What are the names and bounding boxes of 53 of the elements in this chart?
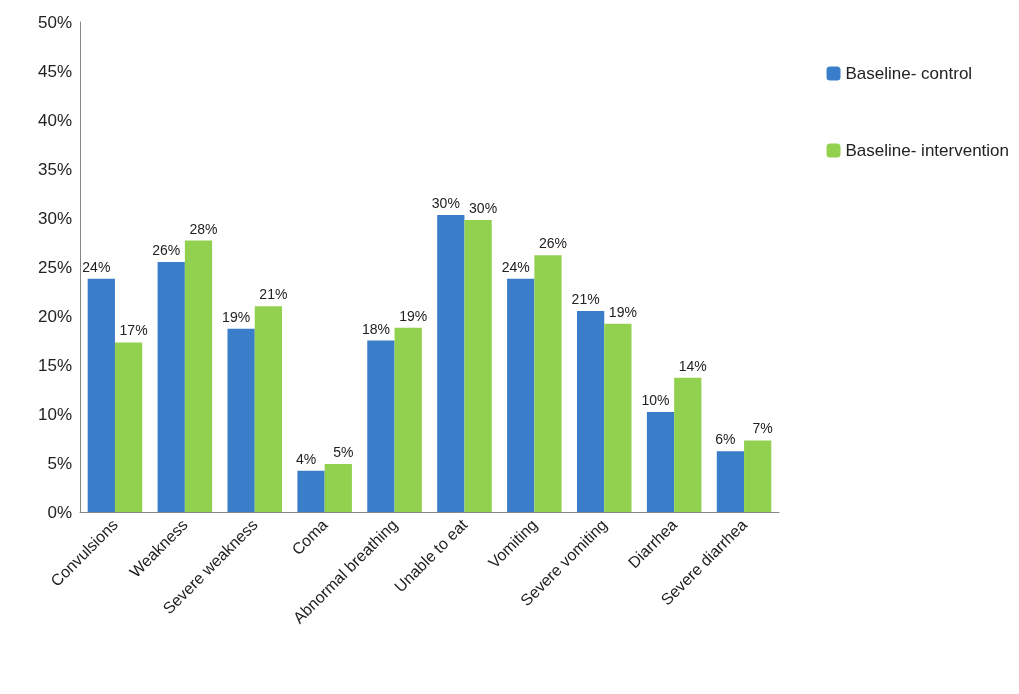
data-label: 21% bbox=[571, 291, 600, 308]
data-label: 7% bbox=[752, 420, 773, 437]
bar bbox=[254, 306, 283, 512]
data-label: 24% bbox=[501, 258, 530, 275]
bar bbox=[507, 278, 535, 512]
y-tick-label: 5% bbox=[47, 453, 72, 473]
bar bbox=[534, 255, 562, 512]
bar bbox=[576, 311, 605, 512]
bar bbox=[744, 440, 772, 512]
bar bbox=[87, 278, 115, 512]
data-label: 26% bbox=[538, 235, 567, 252]
data-label: 24% bbox=[82, 258, 111, 275]
data-label: 5% bbox=[333, 443, 354, 460]
bar bbox=[157, 262, 185, 512]
bar bbox=[604, 323, 632, 512]
bar bbox=[464, 219, 492, 512]
y-tick-label: 0% bbox=[47, 502, 72, 522]
y-tick-label: 15% bbox=[37, 355, 72, 375]
y-tick-label: 25% bbox=[37, 257, 72, 277]
data-label: 28% bbox=[189, 220, 218, 237]
legend-label: Baseline- intervention bbox=[845, 141, 1009, 160]
data-label: 19% bbox=[608, 303, 637, 320]
data-label: 14% bbox=[678, 357, 707, 374]
bar bbox=[367, 340, 395, 512]
data-label: 26% bbox=[152, 242, 181, 259]
bar bbox=[184, 240, 213, 512]
y-tick-label: 45% bbox=[37, 61, 72, 81]
bar bbox=[297, 470, 325, 512]
bar bbox=[716, 451, 745, 512]
data-label: 30% bbox=[431, 195, 460, 212]
data-label: 21% bbox=[259, 286, 288, 303]
data-label: 19% bbox=[399, 307, 428, 324]
bar bbox=[227, 328, 255, 512]
bar bbox=[114, 342, 143, 512]
legend-label: Baseline- control bbox=[845, 64, 973, 83]
y-tick-label: 10% bbox=[37, 404, 72, 424]
y-tick-label: 40% bbox=[37, 110, 72, 130]
data-label: 10% bbox=[641, 392, 670, 409]
data-label: 18% bbox=[361, 320, 390, 337]
data-label: 30% bbox=[469, 199, 498, 216]
bar bbox=[437, 215, 465, 512]
data-label: 4% bbox=[295, 450, 317, 467]
bar bbox=[674, 377, 702, 512]
data-label: 17% bbox=[119, 322, 148, 339]
bar bbox=[394, 327, 422, 512]
data-label: 19% bbox=[222, 308, 251, 325]
bar bbox=[324, 463, 352, 512]
bar bbox=[646, 412, 675, 512]
y-tick-label: 20% bbox=[37, 306, 72, 326]
y-tick-label: 30% bbox=[37, 208, 72, 228]
y-tick-label: 50% bbox=[37, 12, 72, 32]
y-tick-label: 35% bbox=[37, 159, 72, 179]
data-label: 6% bbox=[715, 431, 736, 448]
